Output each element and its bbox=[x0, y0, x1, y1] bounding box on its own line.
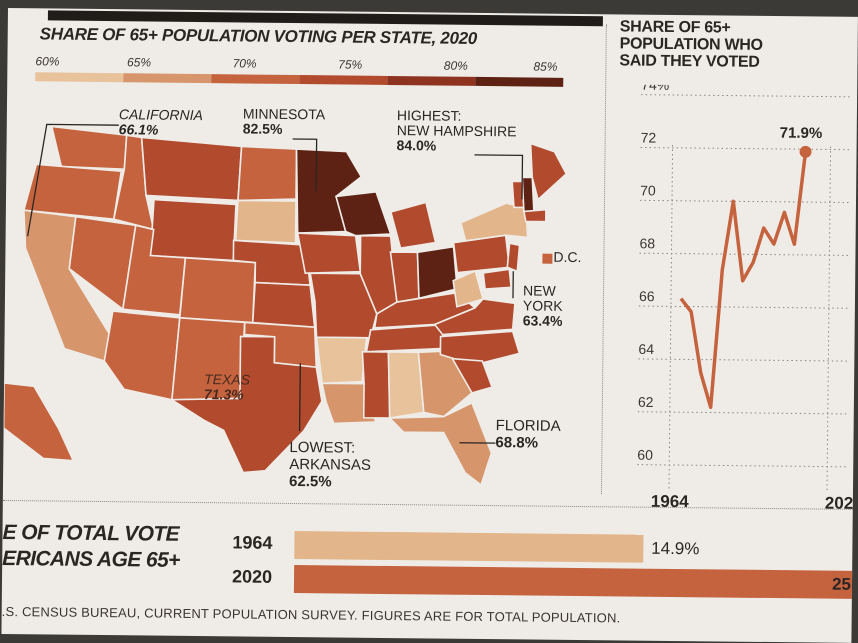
bar-title: E OF TOTAL VOTE ERICANS AGE 65+ bbox=[2, 520, 180, 574]
gridline bbox=[638, 359, 848, 361]
x-tick-label: 202 bbox=[825, 494, 854, 513]
y-tick-label: 66 bbox=[639, 288, 655, 304]
y-tick-label: 74% bbox=[641, 84, 669, 93]
line-title-2: POPULATION WHO bbox=[620, 35, 763, 53]
y-tick-label: 62 bbox=[638, 394, 654, 410]
endpoint-label: 71.9% bbox=[780, 125, 823, 142]
y-tick-label: 72 bbox=[641, 129, 657, 145]
label-minnesota: MINNESOTA 82.5% bbox=[243, 106, 326, 137]
newspaper-graphic: SHARE OF 65+ POPULATION VOTING PER STATE… bbox=[1, 8, 858, 643]
label-highest: HIGHEST: NEW HAMPSHIRE 84.0% bbox=[397, 108, 517, 154]
gridline bbox=[641, 95, 851, 97]
line-title-1: SHARE OF 65+ bbox=[620, 18, 763, 36]
line-chart: 74% 72 70 68 66 64 62 60 71.9% 1964 202 bbox=[611, 84, 857, 517]
bar-category-label: 2020 bbox=[232, 566, 272, 587]
x-tick-label: 1964 bbox=[651, 492, 690, 511]
bar-title-2: ERICANS AGE 65+ bbox=[2, 546, 180, 574]
label-lowest: LOWEST: ARKANSAS 62.5% bbox=[289, 439, 371, 491]
y-tick-label: 70 bbox=[640, 182, 656, 198]
lowest-line1: LOWEST: bbox=[289, 439, 371, 457]
label-dc: D.C. bbox=[553, 250, 581, 265]
gridline bbox=[641, 147, 851, 149]
bar-title-1: E OF TOTAL VOTE bbox=[2, 520, 180, 548]
line-chart-title: SHARE OF 65+ POPULATION WHO SAID THEY VO… bbox=[619, 18, 763, 70]
texas-value: 71.3% bbox=[204, 387, 250, 402]
california-value: 66.1% bbox=[119, 122, 203, 138]
x-axis-guide bbox=[827, 147, 831, 492]
gridline bbox=[640, 200, 850, 202]
x-axis-guide bbox=[669, 145, 673, 490]
lowest-line2: ARKANSAS bbox=[289, 456, 371, 474]
endpoint-marker bbox=[799, 146, 811, 158]
lowest-value: 62.5% bbox=[289, 473, 371, 491]
minnesota-value: 82.5% bbox=[243, 121, 325, 137]
y-tick-label: 64 bbox=[638, 341, 654, 357]
bar bbox=[294, 531, 643, 563]
bar bbox=[294, 565, 858, 599]
bar-category-label: 1964 bbox=[232, 532, 272, 553]
line-title-3: SAID THEY VOTED bbox=[619, 52, 762, 70]
label-new-york: NEW YORK 63.4% bbox=[523, 283, 563, 328]
label-texas: TEXAS 71.3% bbox=[204, 372, 250, 402]
bar-value-label: 25 bbox=[832, 575, 851, 595]
gridline bbox=[638, 412, 848, 414]
source-note: .S. CENSUS BUREAU, CURRENT POPULATION SU… bbox=[2, 604, 621, 625]
label-florida: FLORIDA 68.8% bbox=[495, 417, 560, 452]
series-line bbox=[680, 151, 806, 409]
label-california: CALIFORNIA 66.1% bbox=[119, 107, 203, 138]
florida-name: FLORIDA bbox=[496, 417, 561, 435]
florida-value: 68.8% bbox=[495, 434, 560, 452]
new-york-value: 63.4% bbox=[523, 313, 563, 328]
y-tick-label: 60 bbox=[637, 447, 653, 463]
highest-value: 84.0% bbox=[397, 138, 517, 154]
bar-value-label: 14.9% bbox=[651, 539, 699, 560]
y-tick-label: 68 bbox=[639, 235, 655, 251]
bar-chart: 1964 14.9% 2020 25 bbox=[232, 530, 853, 606]
